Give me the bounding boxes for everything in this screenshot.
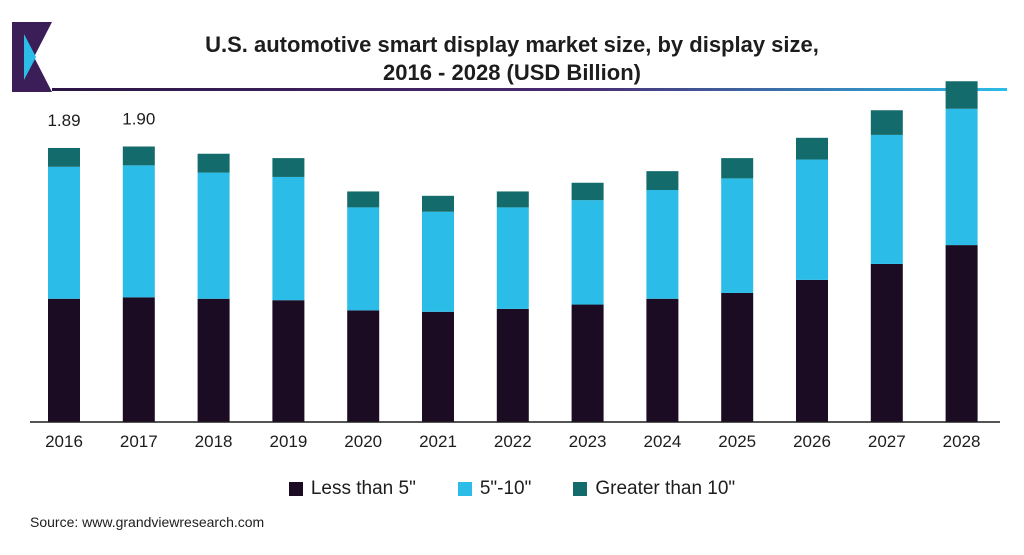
bar-greater-than-10-2028: [945, 81, 978, 109]
bar-greater-than-10-2024: [646, 171, 679, 190]
bar-greater-than-10-2016: [48, 147, 80, 167]
bar-greater-than-10-2025: [721, 158, 754, 179]
bar-less-than-5-2021: [422, 311, 454, 422]
data-label-2017: 1.90: [122, 110, 155, 129]
legend-swatch-5-to-10: [457, 482, 472, 496]
bar-greater-than-10-2022: [496, 191, 529, 208]
bar-greater-than-10-2019: [272, 158, 305, 177]
bar-less-than-5-2022: [496, 308, 529, 422]
x-tick-label-2023: 2023: [569, 432, 607, 451]
legend-swatch-less-than-5: [288, 482, 303, 496]
bar-5-to-10-2026: [796, 159, 828, 280]
bar-5-to-10-2028: [945, 108, 978, 246]
x-tick-label-2017: 2017: [120, 432, 158, 451]
x-tick-label-2022: 2022: [494, 432, 532, 451]
x-tick-label-2027: 2027: [868, 432, 906, 451]
x-tick-label-2019: 2019: [269, 432, 307, 451]
bar-less-than-5-2017: [122, 297, 155, 422]
bar-greater-than-10-2017: [122, 146, 155, 166]
source-note: Source: www.grandviewresearch.com: [30, 514, 265, 530]
legend-label-greater-than-10: Greater than 10": [595, 478, 736, 499]
data-label-2016: 1.89: [47, 111, 80, 130]
legend-swatch-greater-than-10: [573, 482, 588, 496]
bar-5-to-10-2018: [197, 172, 230, 299]
bar-5-to-10-2027: [870, 134, 903, 264]
chart-title: U.S. automotive smart display market siz…: [205, 32, 819, 57]
bar-5-to-10-2020: [347, 207, 380, 311]
bar-5-to-10-2019: [272, 176, 305, 301]
bar-less-than-5-2026: [796, 279, 828, 422]
x-tick-label-2020: 2020: [344, 432, 382, 451]
bar-less-than-5-2027: [870, 263, 903, 422]
bar-less-than-5-2020: [347, 310, 380, 422]
bar-5-to-10-2017: [122, 165, 155, 298]
data-labels: 1.89 1.90: [47, 110, 155, 130]
bar-5-to-10-2016: [48, 166, 80, 299]
x-tick-label-2021: 2021: [419, 432, 457, 451]
bar-5-to-10-2021: [422, 211, 454, 312]
bar-greater-than-10-2021: [422, 195, 454, 212]
x-tick-label-2018: 2018: [195, 432, 233, 451]
legend-item-less-than-5: Less than 5": [288, 478, 416, 500]
legend-item-5-to-10: 5"-10": [457, 478, 532, 500]
bar-greater-than-10-2023: [571, 182, 604, 201]
chart-subtitle: 2016 - 2028 (USD Billion): [383, 60, 641, 85]
header-divider: [52, 88, 1007, 91]
bar-greater-than-10-2027: [870, 110, 903, 135]
legend: Less than 5" 5"-10" Greater than 10": [0, 478, 1024, 500]
bar-less-than-5-2028: [945, 245, 978, 422]
x-tick-label-2026: 2026: [793, 432, 831, 451]
bar-5-to-10-2025: [721, 178, 754, 293]
bar-greater-than-10-2026: [796, 137, 828, 160]
bar-less-than-5-2018: [197, 298, 230, 422]
bar-less-than-5-2016: [48, 298, 80, 422]
bar-5-to-10-2024: [646, 190, 679, 299]
company-logo: [12, 22, 52, 92]
bar-less-than-5-2025: [721, 292, 754, 422]
x-tick-label-2024: 2024: [643, 432, 681, 451]
x-tick-label-2016: 2016: [45, 432, 83, 451]
bar-less-than-5-2023: [571, 304, 604, 422]
legend-label-less-than-5: Less than 5": [310, 478, 416, 499]
legend-item-greater-than-10: Greater than 10": [573, 478, 735, 500]
legend-label-5-to-10: 5"-10": [479, 478, 532, 499]
x-tick-labels: 2016 2017 2018 2019 2020 2021 2022 2023 2024 2025…: [45, 432, 980, 451]
x-tick-label-2025: 2025: [718, 432, 756, 451]
x-tick-label-2028: 2028: [943, 432, 981, 451]
logo-accent: [24, 34, 36, 80]
bar-less-than-5-2019: [272, 300, 305, 422]
bar-5-to-10-2023: [571, 200, 604, 305]
bar-5-to-10-2022: [496, 207, 529, 309]
bar-less-than-5-2024: [646, 298, 679, 422]
bar-greater-than-10-2018: [197, 153, 230, 173]
bar-greater-than-10-2020: [347, 191, 380, 208]
bar-group: [48, 81, 978, 422]
